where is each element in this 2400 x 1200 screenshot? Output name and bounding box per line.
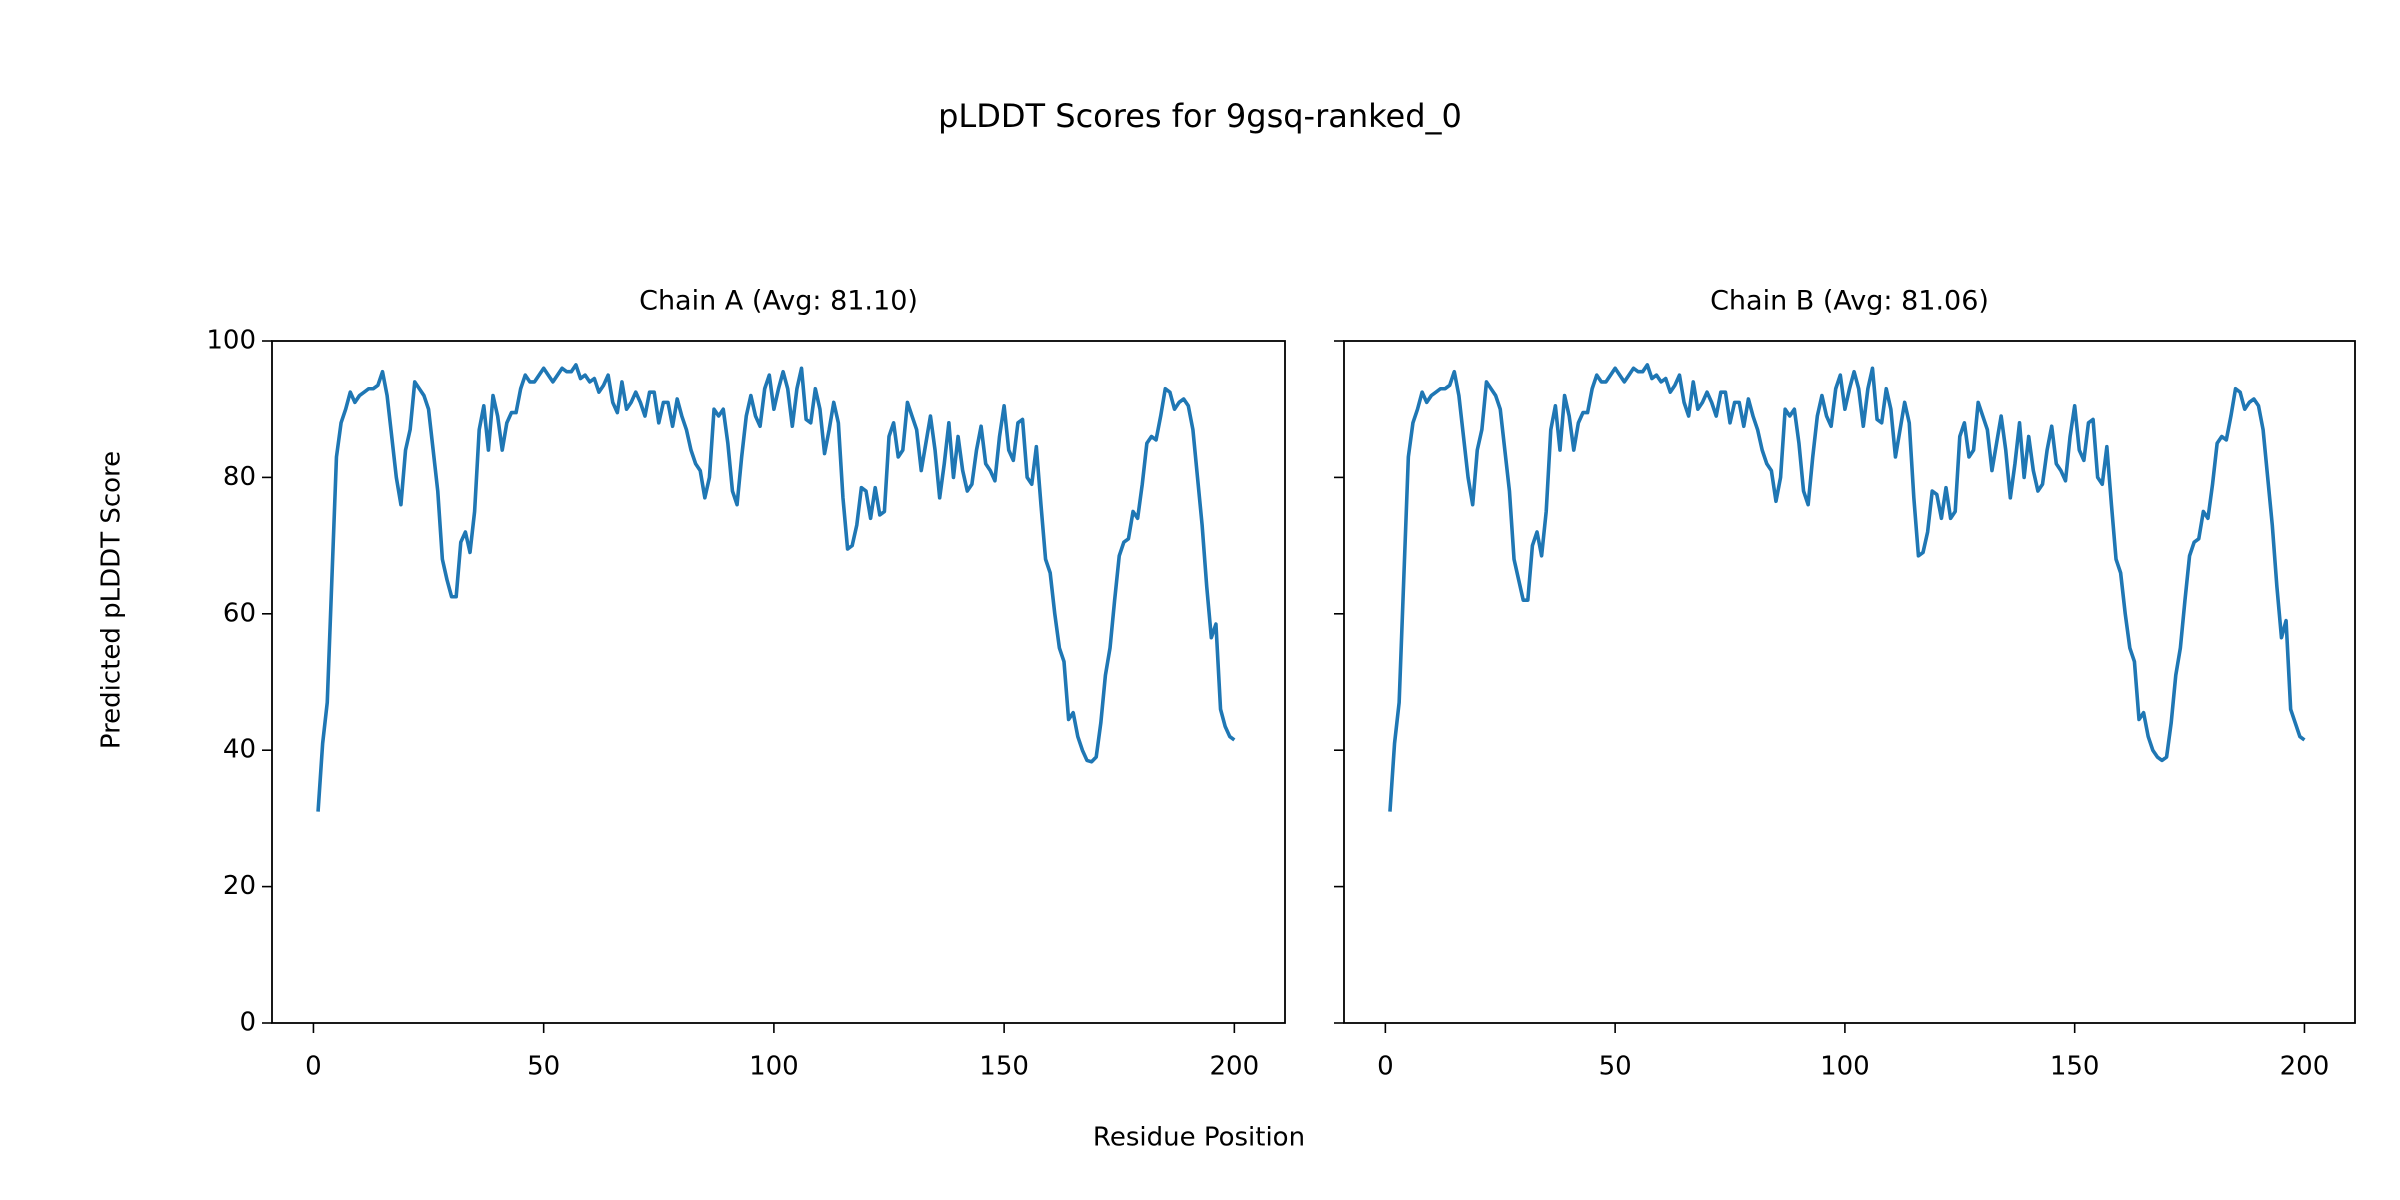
y-tick-label: 20	[223, 871, 256, 901]
y-tick-label: 100	[206, 326, 256, 356]
x-tick-label: 200	[2280, 1052, 2330, 1082]
y-tick-label: 60	[223, 598, 256, 628]
axes-frame	[271, 340, 1286, 1024]
x-tick-label: 150	[979, 1052, 1029, 1082]
subplot-title: Chain A (Avg: 81.10)	[639, 286, 918, 317]
x-tick-label: 50	[527, 1052, 560, 1082]
y-tick-label: 40	[223, 735, 256, 765]
figure-title: pLDDT Scores for 9gsq-ranked_0	[938, 97, 1462, 135]
x-tick-label: 100	[749, 1052, 799, 1082]
y-tick-label: 0	[239, 1008, 256, 1038]
data-line	[1388, 363, 2306, 812]
data-line	[316, 363, 1236, 812]
x-tick-label: 100	[1820, 1052, 1870, 1082]
axes-frame	[1343, 340, 2356, 1024]
x-tick-label: 50	[1599, 1052, 1632, 1082]
x-axis-label: Residue Position	[1093, 1123, 1305, 1153]
x-tick-label: 200	[1210, 1052, 1260, 1082]
y-tick-label: 80	[223, 462, 256, 492]
y-axis-label: Predicted pLDDT Score	[97, 451, 127, 749]
x-tick-label: 0	[1377, 1052, 1394, 1082]
subplot-title: Chain B (Avg: 81.06)	[1710, 286, 1989, 317]
x-tick-label: 0	[305, 1052, 322, 1082]
x-tick-label: 150	[2050, 1052, 2100, 1082]
